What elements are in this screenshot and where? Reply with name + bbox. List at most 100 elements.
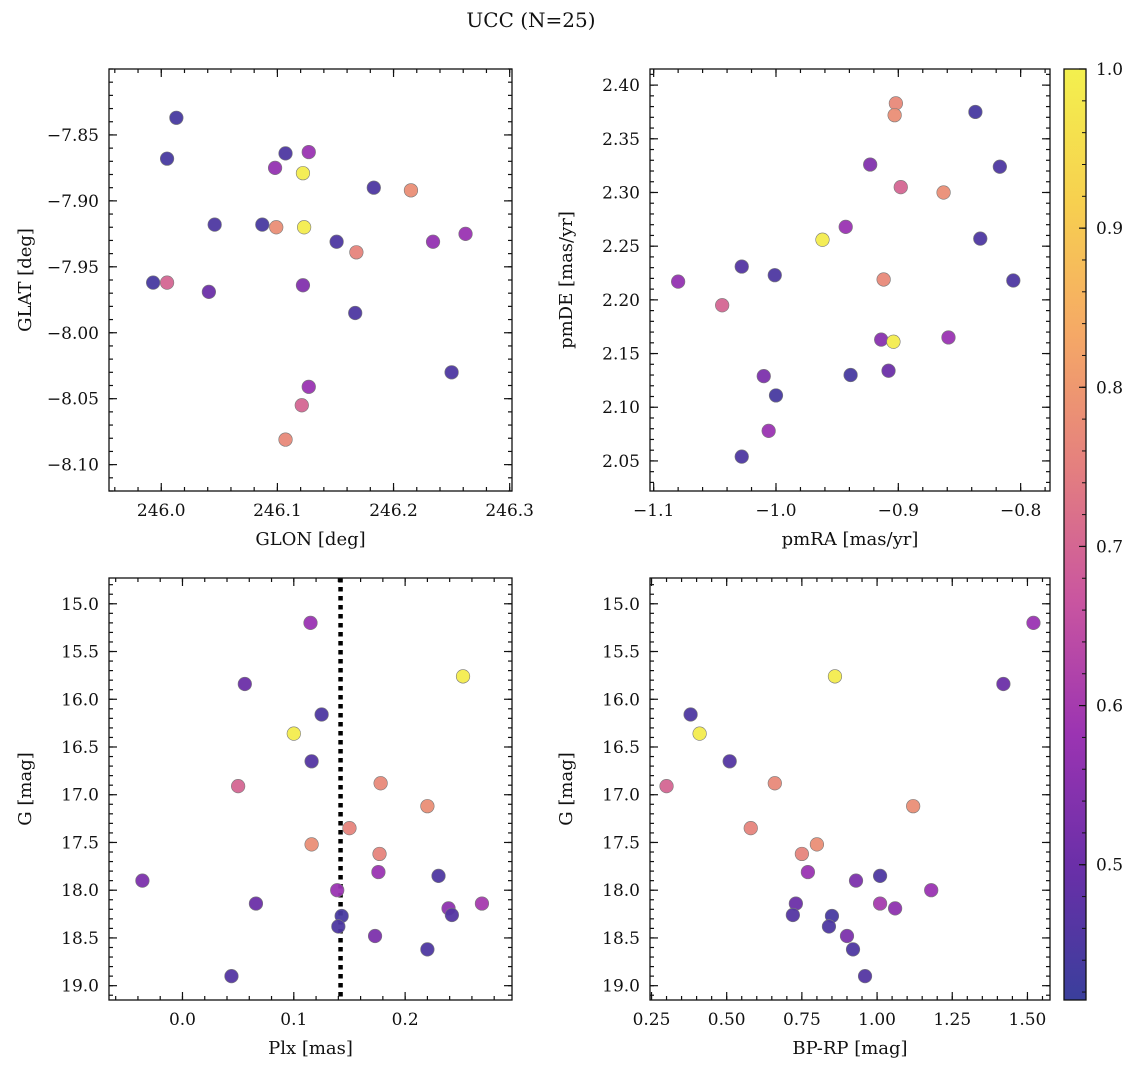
colorbar-tick-label: 1.0	[1096, 60, 1123, 80]
data-point	[420, 799, 435, 814]
data-point	[207, 217, 222, 232]
data-point	[659, 779, 674, 794]
data-point	[800, 864, 815, 880]
data-point	[294, 398, 309, 413]
data-point	[224, 969, 239, 984]
data-point	[329, 234, 344, 249]
x-axis-label: pmRA [mas/yr]	[782, 529, 919, 550]
y-tick-label: 17.0	[61, 786, 99, 806]
data-point	[881, 363, 896, 378]
panel-proper-motion: −1.1 −1.0 −0.9 −0.8 2.05 2.10 2.15 2.20 2.25 2.30…	[556, 68, 1051, 550]
data-point	[425, 234, 441, 249]
data-point	[304, 754, 319, 769]
y-tick-label: 2.30	[602, 183, 640, 203]
axis-ticks	[650, 578, 1050, 1000]
axis-ticks	[650, 69, 1050, 491]
y-tick-label: 2.25	[602, 237, 640, 257]
data-point	[767, 776, 782, 791]
data-point	[876, 272, 891, 287]
data-point	[255, 217, 270, 232]
data-point	[893, 180, 908, 195]
panel-parallax-magnitude: 0.0 0.1 0.2 15.0 15.5 16.0 16.5 17.0 17.5 18.0 18.…	[15, 577, 513, 1059]
y-tick-label: 17.5	[61, 833, 99, 853]
y-tick-label: 18.0	[602, 881, 640, 901]
data-point	[827, 669, 843, 684]
x-tick-label: 0.0	[169, 1010, 196, 1030]
data-point	[371, 864, 386, 880]
data-points	[135, 615, 490, 984]
data-point	[888, 96, 903, 111]
data-point	[992, 159, 1007, 174]
data-point	[286, 726, 301, 741]
y-tick-label: −7.95	[47, 258, 99, 278]
data-point	[821, 919, 837, 934]
data-point	[169, 110, 184, 125]
data-point	[857, 969, 873, 984]
y-axis-label: GLAT [deg]	[15, 228, 36, 332]
data-point	[671, 274, 686, 289]
y-axis-label: pmDE [mas/yr]	[556, 211, 577, 349]
x-tick-label: 0.75	[783, 1010, 821, 1030]
y-tick-label: 2.10	[602, 398, 640, 418]
x-tick-label: 246.0	[137, 501, 186, 521]
data-point	[761, 423, 776, 438]
data-point	[848, 873, 864, 888]
y-tick-label: 18.5	[61, 929, 99, 949]
data-point	[1026, 615, 1041, 630]
data-point	[474, 896, 490, 911]
x-tick-label: 0.2	[392, 1010, 419, 1030]
data-point	[715, 298, 730, 313]
data-point	[267, 160, 283, 176]
y-axis-label: G [mag]	[556, 752, 577, 825]
x-axis-label: GLON [deg]	[255, 529, 365, 550]
data-point	[887, 108, 902, 123]
y-tick-label: 19.0	[61, 977, 99, 997]
y-tick-label: −8.10	[47, 456, 99, 476]
data-point	[863, 157, 878, 172]
colorbar-gradient	[1063, 68, 1087, 1001]
colorbar-tick-label: 0.6	[1096, 697, 1123, 717]
data-point	[301, 379, 316, 394]
data-point	[349, 245, 364, 260]
data-point	[303, 615, 318, 630]
x-tick-label: −0.8	[1000, 501, 1041, 521]
data-point	[872, 896, 888, 911]
y-tick-label: 17.0	[602, 786, 640, 806]
x-tick-label: 0.1	[280, 1010, 307, 1030]
axis-ticks	[109, 578, 512, 1000]
plot-area	[109, 69, 512, 491]
data-point	[330, 883, 345, 898]
colorbar-tick-label: 0.5	[1096, 856, 1123, 876]
data-point	[373, 776, 388, 791]
data-point	[348, 305, 363, 321]
data-point	[237, 676, 252, 692]
data-point	[996, 676, 1011, 692]
data-point	[906, 799, 921, 814]
data-point	[248, 896, 264, 911]
data-point	[888, 901, 903, 916]
y-tick-label: 16.0	[602, 690, 640, 710]
y-tick-label: 18.0	[61, 881, 99, 901]
plot-area	[650, 69, 1050, 491]
figure-title: UCC (N=25)	[466, 8, 595, 32]
y-tick-label: −8.05	[47, 390, 99, 410]
data-point	[297, 220, 312, 235]
colorbar-tick-label: 0.8	[1096, 378, 1123, 398]
y-tick-label: 15.5	[602, 643, 640, 663]
x-tick-label: −1.0	[755, 501, 796, 521]
data-point	[444, 907, 459, 923]
data-point	[734, 449, 749, 464]
data-point	[809, 837, 825, 852]
y-tick-label: −8.00	[47, 324, 99, 344]
plot-frame	[649, 68, 1051, 492]
panel-glon-glat: 246.0 246.1 246.2 246.3 −7.85 −7.90 −7.95 −8.00…	[15, 68, 534, 550]
data-point	[968, 104, 983, 120]
data-point	[159, 151, 175, 166]
data-point	[872, 868, 888, 883]
x-tick-label: 246.1	[253, 501, 302, 521]
x-tick-label: 1.50	[1009, 1010, 1047, 1030]
data-point	[839, 928, 855, 944]
y-tick-label: 2.20	[602, 291, 640, 311]
x-tick-label: 0.25	[633, 1010, 671, 1030]
y-tick-label: 16.5	[61, 738, 99, 758]
